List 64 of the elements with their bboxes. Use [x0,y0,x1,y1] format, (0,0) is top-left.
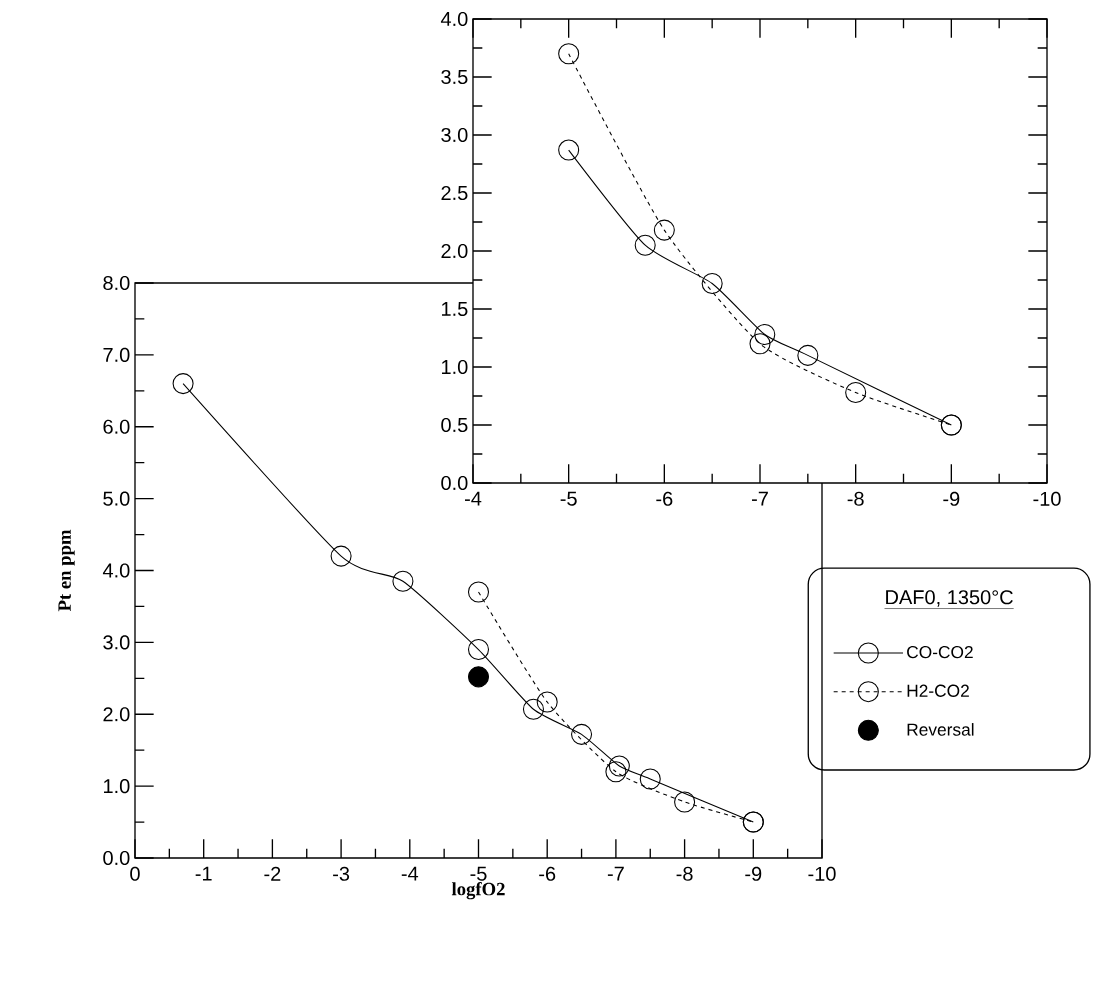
y-tick-label: 6.0 [103,419,130,434]
x-tick-label: -4 [464,491,482,506]
point [536,691,558,713]
point [845,381,867,404]
point [634,234,656,256]
x-tick-label: -5 [470,866,487,881]
y-tick-label: 2.5 [441,185,468,201]
y-tick-label: 7.0 [103,347,130,362]
x-tick-label: 0 [130,866,140,881]
x-tick-label: -7 [751,491,768,506]
x-tick-label: -6 [656,491,673,506]
y-tick-label: 2.0 [103,707,130,722]
legend-label: Reversal [907,723,974,736]
point [467,639,490,661]
x-tick-label: -8 [847,491,864,506]
y-tick-label: 4.0 [440,11,468,27]
point [653,219,675,241]
point [608,755,630,777]
y-tick-label: 3.5 [441,69,468,85]
point [605,761,627,783]
point [571,723,593,745]
y-tick-label: 1.5 [442,302,468,316]
y-tick-label: 5.0 [103,491,130,506]
legend-label: CO-CO2 [907,645,973,659]
x-tick-label: -1 [195,866,212,881]
point [754,323,776,346]
x-tick-label: -10 [1033,491,1061,506]
x-tick-label: -8 [676,866,693,881]
y-tick-label: 1.0 [442,359,468,375]
x-tick-label: -5 [560,491,577,506]
point [392,570,414,592]
y-tick-label: 2.0 [441,243,468,259]
x-tick-label: -9 [943,491,960,506]
point [674,791,696,813]
point [467,581,490,603]
x-axis-title: logfO2 [451,882,505,900]
y-tick-label: 8.0 [103,275,130,291]
y-tick-label: 3.0 [441,127,468,143]
point [701,272,723,295]
x-tick-label: -10 [808,866,836,881]
x-tick-label: -9 [745,866,762,881]
point [797,344,819,366]
point [749,333,771,355]
point [467,666,490,688]
point [522,698,544,720]
y-axis-title: Pt en ppm [58,529,75,612]
legend-title: DAF0, 1350°C [886,590,1013,607]
x-tick-label: -6 [539,866,556,881]
point [639,768,661,790]
y-tick-label: 0.0 [441,475,468,491]
y-tick-label: 4.0 [102,563,130,578]
x-tick-label: -3 [333,866,350,881]
point [330,545,352,567]
y-tick-label: 3.0 [103,635,130,650]
point [558,43,580,65]
y-tick-label: 0.5 [441,417,468,433]
y-tick-label: 0.0 [103,850,130,866]
x-tick-label: -4 [401,866,419,881]
point [558,139,580,161]
x-tick-label: -2 [264,866,281,881]
y-tick-label: 1.0 [104,779,130,794]
legend-label: H2-CO2 [907,684,969,697]
point [172,373,194,395]
x-tick-label: -7 [607,866,624,881]
